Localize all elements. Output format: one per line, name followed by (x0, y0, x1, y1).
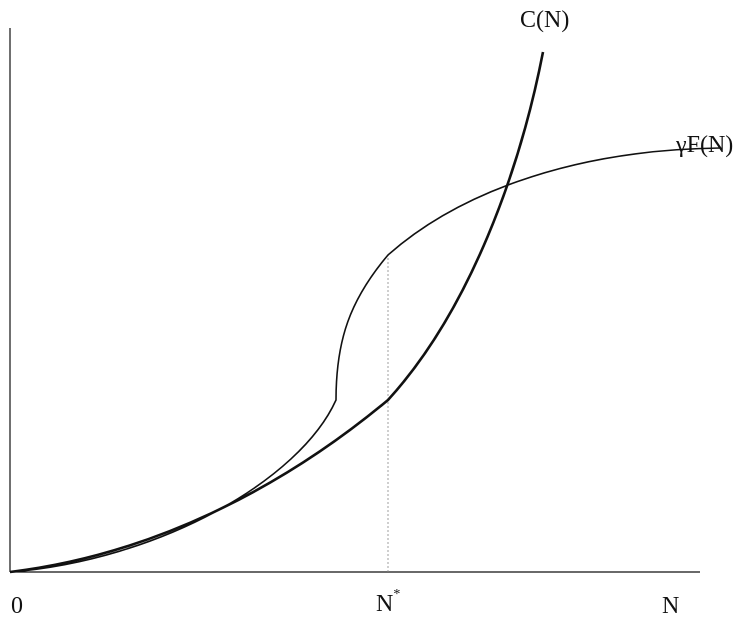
origin-label: 0 (11, 593, 23, 619)
n-star-label: N* (376, 588, 400, 617)
x-axis-label: N (662, 593, 680, 619)
cost-curve (9, 51, 545, 574)
cost-curve-label: C(N) (520, 7, 570, 33)
n-star-base: N (376, 591, 394, 617)
n-star-superscript: * (393, 587, 401, 602)
benefit-curve (9, 147, 721, 573)
benefit-curve-label: γF(N) (676, 132, 734, 158)
